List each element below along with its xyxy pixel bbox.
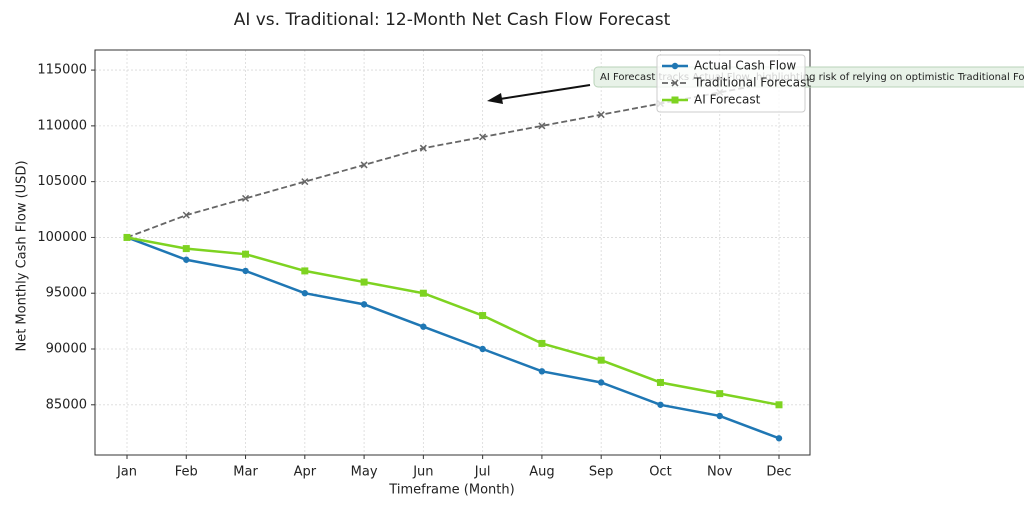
x-tick-label: May [351,465,378,480]
marker [242,267,249,275]
annotation-arrow [499,84,591,100]
legend-label: Actual Cash Flow [694,59,796,73]
marker [183,256,190,263]
x-tick-label: Aug [529,465,554,480]
legend-box [656,54,806,113]
x-tick-label: Sep [589,465,614,480]
marker [716,412,723,420]
annotation-arrowhead [487,93,503,104]
marker [242,194,250,202]
marker [671,96,679,104]
x-tick-label: Apr [294,465,317,480]
marker [657,401,664,408]
x-tick-label: Mar [233,465,258,480]
x-tick-label: Jan [116,465,137,480]
marker [419,289,427,297]
marker [775,401,783,409]
y-tick-label: 110000 [37,118,87,133]
marker [360,301,368,308]
marker [182,245,190,253]
x-tick-label: Feb [175,465,198,480]
marker [597,356,605,364]
x-axis-label: Timeframe (Month) [388,483,514,498]
x-tick-label: Jul [474,465,491,480]
marker [360,278,368,286]
y-tick-label: 105000 [37,174,87,189]
y-tick-label: 85000 [46,397,87,412]
chart-title: AI vs. Traditional: 12-Month Net Cash Fl… [234,10,671,30]
line [126,236,780,440]
annotation: AI Forecast tracks Actual Flow, highligh… [600,72,1024,83]
marker [242,250,250,258]
legend-label: Traditional Forecast [693,76,811,90]
line [126,236,780,407]
marker [538,122,546,130]
plot-frame [94,49,811,456]
marker [182,211,190,219]
marker [538,339,546,347]
marker [479,345,486,353]
legend: Actual Cash Flow Traditional Forecast AI F… [656,54,811,113]
marker [671,79,679,87]
marker [479,133,487,141]
marker [538,368,546,375]
series [123,234,783,442]
marker [716,390,724,398]
x-tick-label: Jun [412,465,433,480]
y-axis-label: Net Monthly Cash Flow (USD) [15,160,30,351]
marker [775,435,783,442]
legend-label: AI Forecast [694,93,761,107]
x-tick-label: Oct [649,465,671,480]
series [123,233,783,409]
marker [597,379,605,386]
marker [656,378,664,386]
marker [419,144,427,152]
y-tick-label: 90000 [46,342,87,357]
marker [597,111,605,119]
marker [301,178,309,186]
x-tick-label: Dec [766,465,791,480]
y-tick-label: 95000 [46,286,87,301]
marker [420,323,427,330]
marker [301,290,309,297]
marker [671,62,679,70]
y-tick-label: 115000 [37,63,87,78]
marker [479,312,487,320]
marker [301,267,309,275]
x-tick-label: Nov [707,465,733,480]
y-tick-label: 100000 [37,230,87,245]
marker [123,233,131,241]
marker [360,161,368,169]
